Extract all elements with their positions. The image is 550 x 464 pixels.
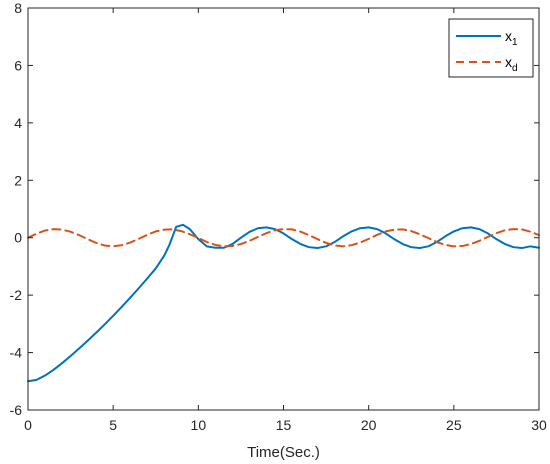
x-axis-title: Time(Sec.) — [247, 444, 320, 461]
legend-label-series-1: x1 — [505, 28, 518, 48]
y-tick-label: 0 — [14, 230, 22, 246]
x-tick-label: 5 — [109, 417, 117, 433]
series-layer — [27, 223, 540, 383]
legend-label-series-2: xd — [505, 54, 518, 74]
x-tick-label: 15 — [276, 417, 292, 433]
x-tick-label: 10 — [191, 417, 207, 433]
y-tick-label: 8 — [14, 0, 22, 16]
y-tick-label: 2 — [14, 172, 22, 188]
y-tick-label: -2 — [10, 287, 23, 303]
y-tick-label: 4 — [14, 115, 22, 131]
x-tick-label: 0 — [24, 417, 32, 433]
axes-layer: 0 5 10 15 20 25 30 -6 -4 -2 0 2 4 6 8 — [10, 0, 547, 433]
x-tick-label: 20 — [361, 417, 377, 433]
y-tick-label: -6 — [10, 402, 23, 418]
y-tick-label: 6 — [14, 57, 22, 73]
y-tick-label: -4 — [10, 345, 23, 361]
series-line-2 — [27, 228, 540, 248]
legend-box — [448, 18, 534, 78]
legend: x1 xd — [448, 18, 534, 78]
x-tick-label: 25 — [446, 417, 462, 433]
x-tick-label: 30 — [531, 417, 547, 433]
series-line-1 — [27, 223, 540, 383]
